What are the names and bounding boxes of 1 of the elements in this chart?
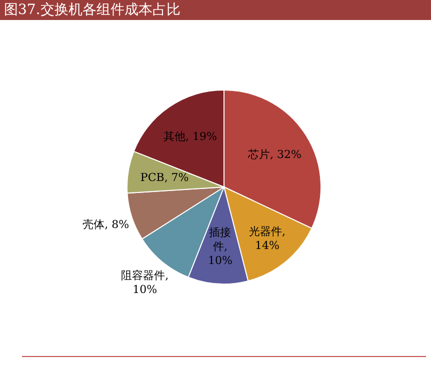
chart-title: 图37.交换机各组件成本占比 [0, 0, 431, 20]
